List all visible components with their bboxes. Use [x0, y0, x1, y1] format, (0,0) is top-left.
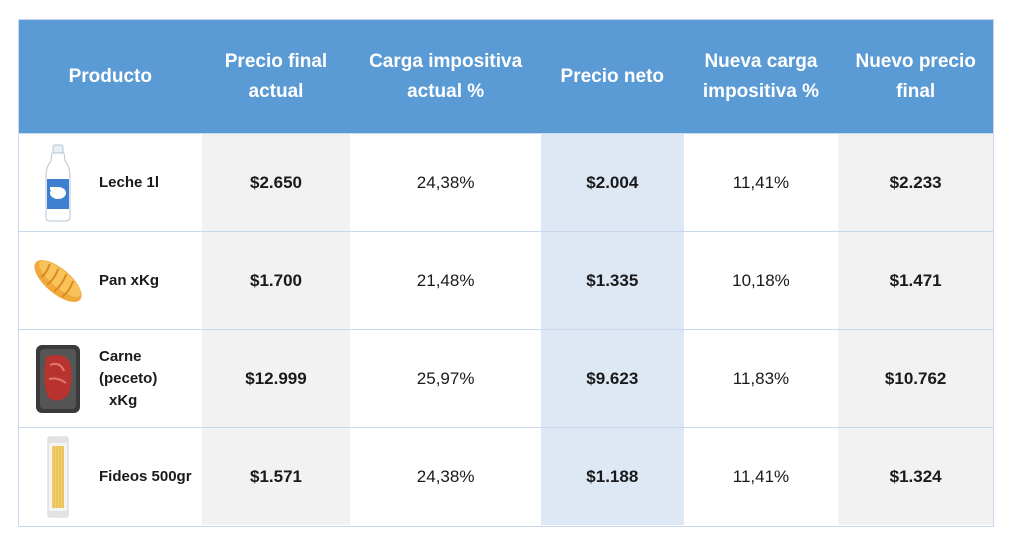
carga-actual: 24,38% — [416, 172, 475, 192]
table-header: Producto Precio final actual Carga imposi… — [19, 20, 993, 133]
header-precio-final-actual: Precio final actual — [224, 50, 328, 102]
precio-final-actual: $2.650 — [201, 134, 351, 231]
precio-neto: $1.335 — [540, 232, 684, 329]
meat-package-icon — [31, 339, 85, 419]
nuevo-precio: $10.762 — [838, 330, 993, 427]
nueva-carga: 11,41% — [732, 172, 790, 192]
precio-final-actual: $12.999 — [201, 330, 351, 427]
nuevo-precio: $2.233 — [838, 134, 993, 231]
table-row: Leche 1l $2.650 24,38% $2.004 11,41% $2.… — [19, 133, 993, 231]
header-carga-actual: Carga impositiva actual % — [369, 50, 523, 102]
product-cell: Pan xKg — [19, 232, 202, 329]
header-nuevo-precio: Nuevo precio final — [855, 50, 976, 102]
product-cell: Fideos 500gr — [19, 428, 202, 525]
precio-neto: $1.188 — [540, 428, 684, 525]
nuevo-precio: $1.471 — [838, 232, 993, 329]
table-row: Pan xKg $1.700 21,48% $1.335 10,18% $1.4… — [19, 231, 993, 329]
product-name: Leche 1l — [99, 173, 160, 191]
carga-actual: 24,38% — [416, 466, 475, 486]
header-producto: Producto — [68, 65, 152, 87]
nueva-carga: 11,41% — [732, 466, 790, 486]
bread-icon — [31, 241, 85, 321]
table-row: Fideos 500gr $1.571 24,38% $1.188 11,41%… — [19, 427, 993, 525]
product-cell: Carne (peceto) xKg — [19, 330, 202, 427]
precio-neto: $2.004 — [540, 134, 684, 231]
precio-final-actual: $1.700 — [201, 232, 351, 329]
precio-final-actual: $1.571 — [201, 428, 351, 525]
milk-bottle-icon — [31, 143, 85, 223]
product-cell: Leche 1l — [19, 134, 202, 231]
price-table: Producto Precio final actual Carga imposi… — [18, 19, 994, 527]
carga-actual: 21,48% — [416, 270, 475, 290]
header-precio-neto: Precio neto — [560, 65, 665, 87]
nueva-carga: 10,18% — [732, 270, 790, 290]
nuevo-precio: $1.324 — [838, 428, 993, 525]
nueva-carga: 11,83% — [732, 368, 790, 388]
product-name: Pan xKg — [99, 271, 160, 289]
product-name: Fideos 500gr — [99, 467, 192, 485]
precio-neto: $9.623 — [540, 330, 684, 427]
carga-actual: 25,97% — [416, 368, 475, 388]
pasta-package-icon — [31, 436, 85, 517]
header-nueva-carga: Nueva carga impositiva % — [702, 50, 820, 102]
product-name: Carne (peceto) xKg — [99, 347, 158, 409]
table-row: Carne (peceto) xKg $12.999 25,97% $9.623… — [19, 329, 993, 427]
